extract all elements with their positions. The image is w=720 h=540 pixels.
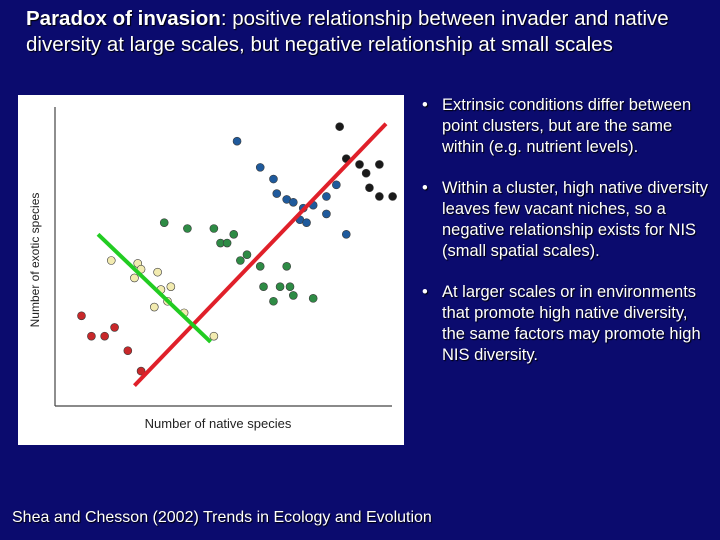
data-point-yellow: [150, 302, 159, 312]
data-point-blue: [322, 209, 331, 219]
bullet-item: • Extrinsic conditions differ between po…: [420, 95, 710, 158]
data-point-green: [242, 250, 252, 259]
data-point-blue: [272, 189, 282, 198]
bullet-text: Within a cluster, high native diversity …: [442, 179, 708, 260]
data-point-green: [259, 282, 268, 291]
data-point-blue: [322, 192, 331, 201]
data-point-yellow: [106, 256, 116, 265]
bullet-item: • At larger scales or in environments th…: [420, 282, 710, 366]
data-point-red: [110, 323, 119, 332]
data-point-red: [136, 366, 146, 376]
data-point-black: [388, 192, 397, 201]
data-point-yellow: [166, 282, 176, 291]
data-point-yellow: [153, 267, 162, 277]
bullet-text: At larger scales or in environments that…: [442, 283, 701, 364]
data-point-blue: [255, 163, 265, 172]
data-point-black: [335, 122, 344, 131]
data-point-green: [222, 238, 232, 248]
data-point-green: [255, 262, 265, 271]
bullet-list: • Extrinsic conditions differ between po…: [420, 95, 710, 386]
data-point-blue: [289, 198, 298, 207]
data-point-red: [123, 346, 133, 356]
data-point-green: [229, 230, 239, 239]
data-point-green: [236, 256, 245, 265]
data-point-green: [183, 224, 192, 233]
data-point-blue: [302, 218, 311, 227]
slide-title: Paradox of invasion: positive relationsh…: [26, 6, 716, 58]
data-point-green: [159, 218, 169, 227]
bullet-marker: •: [422, 283, 428, 301]
bullet-text: Extrinsic conditions differ between poin…: [442, 96, 692, 156]
data-point-green: [269, 296, 278, 306]
data-point-blue: [332, 180, 341, 190]
data-point-yellow: [130, 273, 139, 283]
bullet-marker: •: [422, 96, 428, 114]
bullet-marker: •: [422, 179, 428, 197]
data-point-green: [282, 262, 292, 271]
y-axis-label: Number of exotic species: [28, 193, 42, 328]
title-rest: : positive relationship between invader …: [26, 7, 669, 56]
data-point-green: [209, 224, 219, 233]
trend-line-red: [132, 122, 388, 388]
chart-panel: Number of native species Number of exotic…: [18, 95, 404, 445]
data-point-green: [275, 282, 285, 291]
data-point-blue: [269, 174, 278, 184]
data-point-black: [355, 160, 364, 169]
data-point-black: [365, 183, 374, 193]
data-point-black: [361, 168, 371, 178]
data-point-green: [308, 294, 318, 303]
data-point-blue: [341, 230, 351, 239]
data-point-blue: [232, 136, 242, 146]
trend-line-green: [96, 232, 212, 344]
data-point-black: [375, 192, 384, 201]
data-point-red: [77, 311, 86, 321]
bullet-item: • Within a cluster, high native diversit…: [420, 178, 710, 262]
scatter-chart: Number of native species Number of exotic…: [28, 107, 397, 431]
data-point-red: [100, 331, 109, 341]
data-point-black: [375, 160, 384, 169]
data-point-green: [285, 282, 295, 291]
data-point-yellow: [209, 331, 219, 341]
title-bold: Paradox of invasion: [26, 7, 221, 30]
data-point-red: [87, 331, 96, 341]
citation: Shea and Chesson (2002) Trends in Ecolog…: [12, 509, 432, 526]
x-axis-label: Number of native species: [145, 416, 292, 431]
data-point-green: [289, 291, 298, 300]
